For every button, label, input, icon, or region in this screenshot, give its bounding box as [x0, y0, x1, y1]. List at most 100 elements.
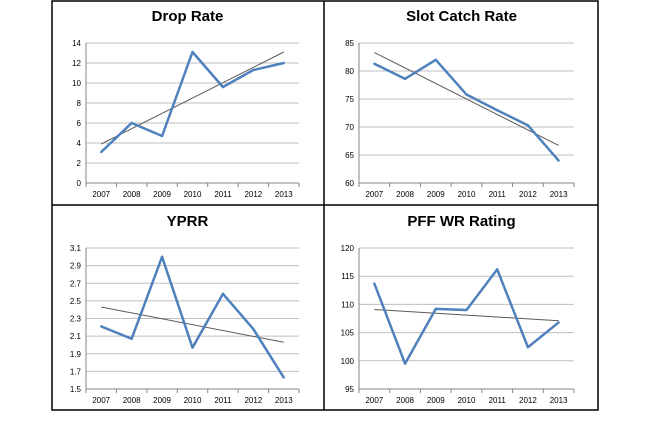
x-tick-label: 2010	[184, 190, 202, 199]
data-point	[221, 85, 225, 89]
y-tick-label: 8	[77, 99, 82, 108]
data-point	[496, 268, 499, 271]
y-tick-label: 6	[77, 119, 82, 128]
x-tick-label: 2007	[365, 396, 383, 405]
data-point	[496, 109, 499, 112]
x-tick-label: 2011	[214, 190, 232, 199]
data-point	[465, 308, 468, 312]
data-point	[160, 134, 164, 138]
x-tick-label: 2012	[244, 396, 262, 405]
x-tick-label: 2008	[123, 190, 141, 199]
data-point	[465, 93, 468, 96]
x-tick-label: 2010	[458, 190, 476, 199]
data-point	[282, 61, 285, 65]
y-tick-label: 2.5	[70, 297, 82, 306]
y-tick-label: 120	[341, 244, 355, 253]
y-tick-label: 1.7	[70, 367, 82, 376]
y-tick-label: 4	[77, 139, 82, 148]
trendline	[100, 51, 285, 145]
y-tick-label: 100	[341, 357, 355, 366]
drop-rate-plot: 0 2 4 6 8 10 12 14 2007 2008 2009 2010 2011 2012 2013	[72, 39, 300, 199]
data-point	[252, 68, 255, 72]
x-tick-label: 2008	[123, 396, 141, 405]
chart-grid: Drop Rate 0 2 4 6 8 10 12 14 2007 2008 2009 2010 201…	[51, 0, 599, 411]
data-point	[221, 292, 225, 296]
data-point	[526, 346, 530, 349]
chart-title: Drop Rate	[151, 8, 224, 25]
data-point	[252, 327, 255, 331]
y-tick-label: 75	[345, 95, 354, 104]
x-tick-label: 2009	[427, 396, 445, 405]
data-point	[100, 150, 103, 154]
x-tick-label: 2010	[184, 396, 202, 405]
y-tick-label: 110	[341, 300, 354, 309]
y-tick-label: 95	[345, 385, 354, 394]
y-tick-label: 65	[345, 151, 354, 160]
y-tick-label: 1.5	[70, 385, 82, 394]
x-tick-label: 2009	[153, 396, 171, 405]
y-tick-label: 70	[345, 123, 354, 132]
x-tick-label: 2011	[214, 396, 232, 405]
data-point	[191, 50, 194, 54]
data-point	[403, 77, 407, 81]
y-tick-label: 2.1	[70, 332, 82, 341]
data-point	[403, 362, 407, 365]
data-point	[526, 124, 530, 127]
y-tick-label: 14	[72, 39, 81, 48]
x-tick-label: 2012	[244, 190, 262, 199]
trendline	[101, 306, 284, 343]
data-point	[557, 321, 560, 324]
x-tick-label: 2011	[489, 396, 507, 405]
slot-catch-rate-plot: 60 65 70 75 80 85 2007 2008 2009 2010 2011 2012 2013	[345, 39, 575, 199]
x-tick-label: 2012	[519, 396, 537, 405]
x-tick-label: 2009	[427, 190, 445, 199]
y-tick-label: 80	[345, 67, 354, 76]
y-tick-label: 10	[72, 79, 81, 88]
data-point	[373, 282, 376, 285]
data-point	[282, 376, 285, 379]
data-point	[100, 325, 103, 328]
y-tick-label: 2.7	[70, 279, 82, 288]
x-tick-label: 2012	[519, 190, 537, 199]
x-tick-label: 2013	[275, 396, 293, 405]
y-tick-label: 2.3	[70, 315, 82, 324]
yprr-plot: 1.5 1.7 1.9 2.1 2.3 2.5 2.7 2.9 3.1 2007 2008 2009 2…	[70, 244, 300, 405]
y-tick-label: 0	[77, 179, 82, 188]
trendline	[374, 308, 559, 322]
x-tick-label: 2013	[275, 190, 293, 199]
y-tick-label: 60	[345, 179, 354, 188]
panel-borders	[51, 0, 599, 411]
pff-wr-rating-plot: 95 100 105 110 115 120 2007 2008 2009 2010 2011 201…	[341, 244, 575, 405]
y-tick-label: 2.9	[70, 262, 82, 271]
x-tick-label: 2010	[458, 396, 476, 405]
y-tick-label: 1.9	[70, 350, 82, 359]
x-tick-label: 2011	[489, 190, 507, 199]
x-tick-label: 2007	[92, 190, 110, 199]
y-tick-label: 85	[345, 39, 354, 48]
trendline	[374, 52, 559, 146]
y-tick-label: 2	[77, 159, 82, 168]
chart-panel-pff-wr-rating: PFF WR Rating 95 100 105 110 115 120 2007 2008 2…	[324, 205, 599, 411]
data-point	[557, 159, 560, 162]
data-point	[130, 337, 133, 340]
y-tick-label: 105	[341, 329, 355, 338]
data-point	[434, 307, 437, 311]
x-tick-label: 2009	[153, 190, 171, 199]
data-point	[373, 62, 376, 65]
x-tick-label: 2007	[92, 396, 110, 405]
chart-panel-yprr: YPRR 1.5 1.7 1.9 2.1 2.3 2.5 2.7 2.9 3.1 2007 2008…	[51, 205, 324, 411]
y-tick-label: 3.1	[70, 244, 82, 253]
data-point	[130, 121, 133, 125]
data-point	[160, 255, 164, 259]
data-point	[434, 58, 437, 61]
y-tick-label: 115	[341, 272, 354, 281]
x-tick-label: 2007	[365, 190, 383, 199]
chart-panel-slot-catch-rate: Slot Catch Rate 60 65 70 75 80 85 2007 2008 2009…	[324, 0, 599, 205]
chart-title: Slot Catch Rate	[406, 8, 517, 25]
x-tick-label: 2008	[396, 396, 414, 405]
x-tick-label: 2013	[550, 396, 568, 405]
x-tick-label: 2013	[550, 190, 568, 199]
chart-title: PFF WR Rating	[407, 213, 516, 230]
data-point	[191, 346, 194, 349]
chart-title: YPRR	[166, 213, 209, 230]
